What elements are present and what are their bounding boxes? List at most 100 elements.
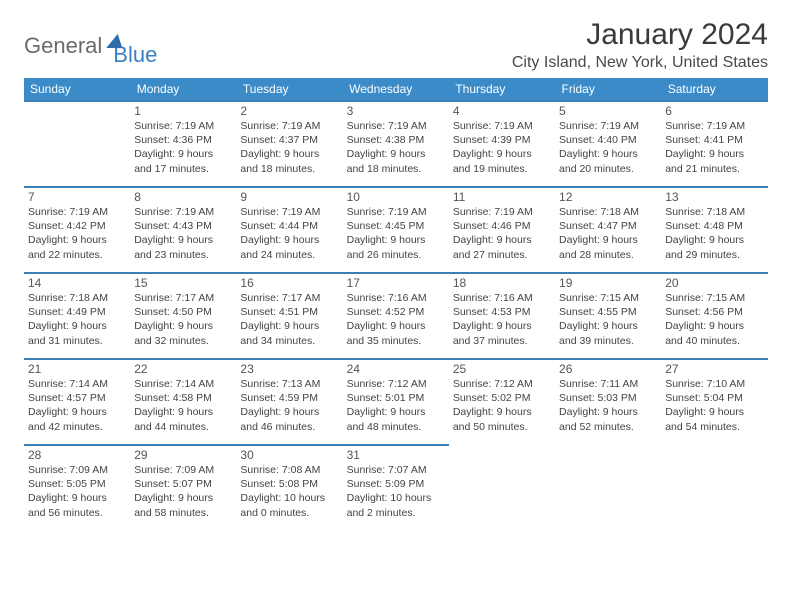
day-detail: and 56 minutes.: [28, 506, 126, 520]
day-number: 27: [665, 362, 763, 376]
day-number: 26: [559, 362, 657, 376]
calendar-cell: 23Sunrise: 7:13 AMSunset: 4:59 PMDayligh…: [236, 358, 342, 444]
day-detail: Sunrise: 7:14 AM: [28, 377, 126, 391]
day-detail: and 29 minutes.: [665, 248, 763, 262]
location: City Island, New York, United States: [512, 54, 768, 72]
day-detail: Sunset: 4:52 PM: [347, 305, 445, 319]
day-detail: Sunset: 4:36 PM: [134, 133, 232, 147]
day-detail: Sunrise: 7:16 AM: [453, 291, 551, 305]
day-detail: Sunset: 4:45 PM: [347, 219, 445, 233]
day-detail: and 27 minutes.: [453, 248, 551, 262]
day-detail: Sunset: 4:39 PM: [453, 133, 551, 147]
day-number: 7: [28, 190, 126, 204]
day-detail: Daylight: 9 hours: [665, 319, 763, 333]
day-number: 3: [347, 104, 445, 118]
calendar-cell: 12Sunrise: 7:18 AMSunset: 4:47 PMDayligh…: [555, 186, 661, 272]
day-detail: Daylight: 10 hours: [347, 491, 445, 505]
logo-word1: General: [24, 33, 102, 59]
day-header: Saturday: [661, 78, 767, 100]
calendar-cell: 22Sunrise: 7:14 AMSunset: 4:58 PMDayligh…: [130, 358, 236, 444]
day-detail: Daylight: 9 hours: [347, 233, 445, 247]
day-number: 31: [347, 448, 445, 462]
calendar-cell: [555, 444, 661, 530]
day-number: 18: [453, 276, 551, 290]
day-detail: and 58 minutes.: [134, 506, 232, 520]
day-detail: Daylight: 9 hours: [665, 147, 763, 161]
calendar-cell: 24Sunrise: 7:12 AMSunset: 5:01 PMDayligh…: [343, 358, 449, 444]
calendar-cell: 17Sunrise: 7:16 AMSunset: 4:52 PMDayligh…: [343, 272, 449, 358]
calendar-cell: 10Sunrise: 7:19 AMSunset: 4:45 PMDayligh…: [343, 186, 449, 272]
day-detail: Sunset: 4:37 PM: [240, 133, 338, 147]
day-number: 28: [28, 448, 126, 462]
day-detail: Sunset: 4:46 PM: [453, 219, 551, 233]
day-detail: Sunset: 5:04 PM: [665, 391, 763, 405]
day-detail: Sunset: 4:41 PM: [665, 133, 763, 147]
calendar-cell: 13Sunrise: 7:18 AMSunset: 4:48 PMDayligh…: [661, 186, 767, 272]
calendar-cell: 14Sunrise: 7:18 AMSunset: 4:49 PMDayligh…: [24, 272, 130, 358]
day-detail: Daylight: 9 hours: [240, 405, 338, 419]
day-detail: and 21 minutes.: [665, 162, 763, 176]
month-title: January 2024: [512, 18, 768, 52]
day-detail: and 31 minutes.: [28, 334, 126, 348]
day-detail: Sunrise: 7:19 AM: [134, 119, 232, 133]
day-detail: Sunrise: 7:09 AM: [28, 463, 126, 477]
day-detail: and 19 minutes.: [453, 162, 551, 176]
day-detail: Sunset: 4:42 PM: [28, 219, 126, 233]
day-number: 21: [28, 362, 126, 376]
day-detail: Daylight: 9 hours: [665, 233, 763, 247]
day-detail: Sunset: 4:40 PM: [559, 133, 657, 147]
calendar-cell: 2Sunrise: 7:19 AMSunset: 4:37 PMDaylight…: [236, 100, 342, 186]
day-detail: Daylight: 9 hours: [240, 233, 338, 247]
day-detail: Sunset: 4:51 PM: [240, 305, 338, 319]
day-detail: and 17 minutes.: [134, 162, 232, 176]
day-detail: and 54 minutes.: [665, 420, 763, 434]
calendar-cell: 21Sunrise: 7:14 AMSunset: 4:57 PMDayligh…: [24, 358, 130, 444]
day-detail: and 44 minutes.: [134, 420, 232, 434]
day-header: Thursday: [449, 78, 555, 100]
day-number: 13: [665, 190, 763, 204]
day-detail: and 2 minutes.: [347, 506, 445, 520]
logo-triangle-icon: [107, 34, 124, 48]
day-number: 12: [559, 190, 657, 204]
day-number: 9: [240, 190, 338, 204]
day-number: 24: [347, 362, 445, 376]
day-detail: and 40 minutes.: [665, 334, 763, 348]
calendar-cell: 30Sunrise: 7:08 AMSunset: 5:08 PMDayligh…: [236, 444, 342, 530]
day-detail: Sunrise: 7:19 AM: [134, 205, 232, 219]
day-detail: Daylight: 9 hours: [453, 319, 551, 333]
day-detail: Sunrise: 7:19 AM: [347, 119, 445, 133]
day-detail: and 32 minutes.: [134, 334, 232, 348]
day-detail: Sunset: 4:43 PM: [134, 219, 232, 233]
calendar-cell: 8Sunrise: 7:19 AMSunset: 4:43 PMDaylight…: [130, 186, 236, 272]
day-detail: Daylight: 9 hours: [240, 147, 338, 161]
day-detail: and 50 minutes.: [453, 420, 551, 434]
day-header: Friday: [555, 78, 661, 100]
day-detail: Sunrise: 7:19 AM: [240, 119, 338, 133]
day-detail: Sunrise: 7:12 AM: [453, 377, 551, 391]
calendar-cell: 19Sunrise: 7:15 AMSunset: 4:55 PMDayligh…: [555, 272, 661, 358]
calendar-cell: 11Sunrise: 7:19 AMSunset: 4:46 PMDayligh…: [449, 186, 555, 272]
day-header: Sunday: [24, 78, 130, 100]
calendar-cell: 26Sunrise: 7:11 AMSunset: 5:03 PMDayligh…: [555, 358, 661, 444]
calendar-cell: 20Sunrise: 7:15 AMSunset: 4:56 PMDayligh…: [661, 272, 767, 358]
day-number: 25: [453, 362, 551, 376]
day-detail: Sunrise: 7:10 AM: [665, 377, 763, 391]
calendar-cell: [449, 444, 555, 530]
day-detail: and 20 minutes.: [559, 162, 657, 176]
day-detail: and 42 minutes.: [28, 420, 126, 434]
day-number: 10: [347, 190, 445, 204]
day-detail: and 24 minutes.: [240, 248, 338, 262]
day-detail: and 35 minutes.: [347, 334, 445, 348]
day-header: Wednesday: [343, 78, 449, 100]
calendar-cell: 31Sunrise: 7:07 AMSunset: 5:09 PMDayligh…: [343, 444, 449, 530]
calendar-week: 1Sunrise: 7:19 AMSunset: 4:36 PMDaylight…: [24, 100, 768, 186]
day-detail: Sunrise: 7:18 AM: [665, 205, 763, 219]
calendar-cell: 29Sunrise: 7:09 AMSunset: 5:07 PMDayligh…: [130, 444, 236, 530]
calendar-cell: 6Sunrise: 7:19 AMSunset: 4:41 PMDaylight…: [661, 100, 767, 186]
day-detail: Sunset: 4:56 PM: [665, 305, 763, 319]
day-detail: Sunrise: 7:16 AM: [347, 291, 445, 305]
calendar-cell: [661, 444, 767, 530]
day-number: 20: [665, 276, 763, 290]
day-detail: Sunset: 5:01 PM: [347, 391, 445, 405]
day-number: 29: [134, 448, 232, 462]
